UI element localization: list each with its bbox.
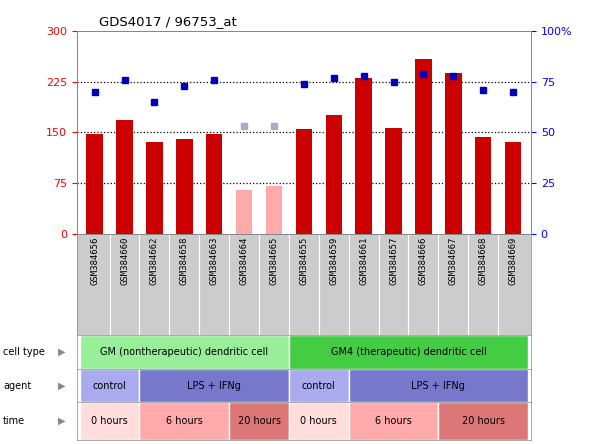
- Text: 0 hours: 0 hours: [300, 416, 337, 426]
- Text: cell type: cell type: [3, 347, 45, 357]
- Bar: [80, 369, 139, 402]
- Text: GSM384666: GSM384666: [419, 237, 428, 285]
- Text: GSM384657: GSM384657: [389, 237, 398, 285]
- Bar: [266, 186, 282, 234]
- Bar: [139, 369, 289, 402]
- Text: GDS4017 / 96753_at: GDS4017 / 96753_at: [99, 16, 237, 28]
- Text: LPS + IFNg: LPS + IFNg: [411, 381, 466, 391]
- Text: GSM384665: GSM384665: [270, 237, 278, 285]
- Bar: [116, 120, 133, 234]
- Text: GSM384660: GSM384660: [120, 237, 129, 285]
- Bar: [355, 78, 372, 234]
- Bar: [229, 402, 289, 440]
- Text: GM4 (therapeutic) dendritic cell: GM4 (therapeutic) dendritic cell: [330, 347, 486, 357]
- Text: agent: agent: [3, 381, 31, 391]
- Bar: [385, 127, 402, 234]
- Text: GSM384669: GSM384669: [509, 237, 517, 285]
- Bar: [86, 135, 103, 234]
- Text: 20 hours: 20 hours: [462, 416, 504, 426]
- Bar: [445, 73, 461, 234]
- Bar: [80, 402, 139, 440]
- Text: GSM384655: GSM384655: [299, 237, 309, 285]
- Text: GSM384656: GSM384656: [90, 237, 99, 285]
- Text: GSM384658: GSM384658: [180, 237, 189, 285]
- Bar: [236, 190, 253, 234]
- Text: control: control: [93, 381, 126, 391]
- Text: GSM384662: GSM384662: [150, 237, 159, 285]
- Text: GSM384664: GSM384664: [240, 237, 248, 285]
- Text: 0 hours: 0 hours: [91, 416, 128, 426]
- Bar: [139, 402, 229, 440]
- Text: 20 hours: 20 hours: [238, 416, 280, 426]
- Bar: [176, 139, 192, 234]
- Bar: [146, 143, 163, 234]
- Text: 6 hours: 6 hours: [166, 416, 203, 426]
- Text: time: time: [3, 416, 25, 426]
- Text: control: control: [302, 381, 336, 391]
- Text: LPS + IFNg: LPS + IFNg: [187, 381, 241, 391]
- Bar: [415, 59, 432, 234]
- Text: GSM384667: GSM384667: [449, 237, 458, 285]
- Text: GSM384663: GSM384663: [209, 237, 219, 285]
- Text: ▶: ▶: [58, 416, 65, 426]
- Bar: [206, 134, 222, 234]
- Text: ▶: ▶: [58, 347, 65, 357]
- Text: GSM384659: GSM384659: [329, 237, 338, 285]
- Bar: [349, 402, 438, 440]
- Bar: [475, 137, 491, 234]
- Bar: [289, 402, 349, 440]
- Text: GSM384661: GSM384661: [359, 237, 368, 285]
- Bar: [289, 335, 528, 369]
- Text: ▶: ▶: [58, 381, 65, 391]
- Bar: [80, 335, 289, 369]
- Bar: [349, 369, 528, 402]
- Bar: [438, 402, 528, 440]
- Text: 6 hours: 6 hours: [375, 416, 412, 426]
- Bar: [296, 129, 312, 234]
- Text: GM (nontherapeutic) dendritic cell: GM (nontherapeutic) dendritic cell: [100, 347, 268, 357]
- Bar: [289, 369, 349, 402]
- Text: GSM384668: GSM384668: [478, 237, 488, 285]
- Bar: [326, 115, 342, 234]
- Bar: [505, 143, 522, 234]
